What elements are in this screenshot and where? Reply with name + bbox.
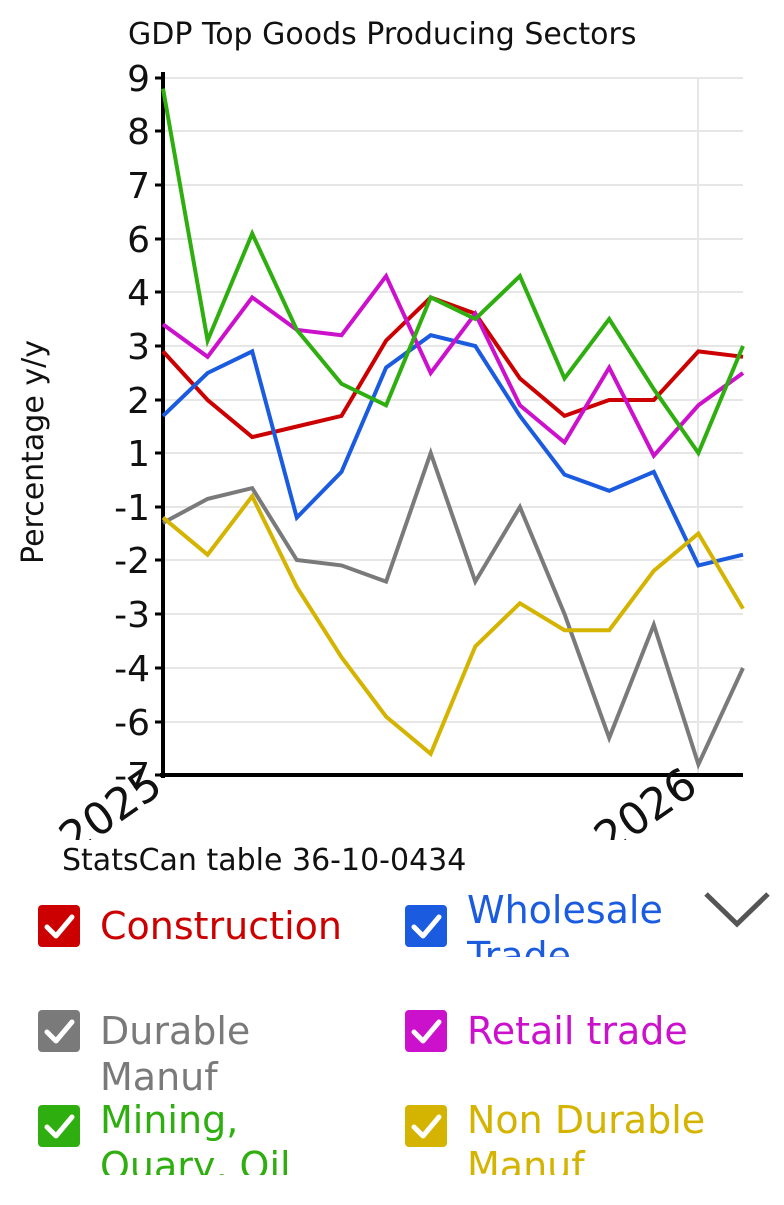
- legend-checkbox[interactable]: [405, 1105, 447, 1147]
- legend-item-durable-manuf[interactable]: Durable Manuf: [38, 1009, 368, 1110]
- y-tick-label: -4: [114, 649, 150, 690]
- y-tick-label: 8: [127, 112, 150, 153]
- x-tick-label: 2026: [585, 758, 706, 840]
- legend-checkbox[interactable]: [38, 905, 80, 947]
- y-tick-label: -7: [114, 756, 150, 797]
- axes: [160, 72, 743, 778]
- checkmark-icon: [44, 1114, 75, 1139]
- y-tick-label: 7: [127, 166, 150, 207]
- series-line-retail-trade: [161, 272, 745, 460]
- checkmark-icon: [411, 1019, 442, 1044]
- legend-label: Mining, Quary, Oil: [100, 1098, 291, 1175]
- y-tick-label: -6: [114, 703, 150, 744]
- y-tick-label: 1: [127, 434, 150, 475]
- series-line-construction: [161, 295, 744, 440]
- y-axis-ticks: 9 8 7 6 4 3 2 1 -1 -2 -3 -4 -6 -7: [114, 59, 163, 797]
- gridlines: [163, 77, 743, 775]
- y-tick-label: 4: [127, 273, 150, 314]
- y-tick-label: 3: [127, 327, 150, 368]
- legend-item-construction[interactable]: Construction: [38, 904, 368, 1005]
- line-chart: GDP Top Goods Producing Sectors 9 8 7 6 4 3 2 1…: [16, 17, 745, 840]
- legend-item-wholesale-trade[interactable]: Wholesale Trade: [405, 888, 705, 995]
- legend-checkbox[interactable]: [38, 1105, 80, 1147]
- y-tick-label: 6: [127, 220, 150, 261]
- source-caption: StatsCan table 36-10-0434: [62, 843, 467, 878]
- series-line-non-durable-manuf: [161, 492, 745, 758]
- checkmark-icon: [44, 914, 75, 939]
- legend-checkbox[interactable]: [38, 1010, 80, 1052]
- legend-item-non-durable-manuf[interactable]: Non Durable Manuf: [405, 1098, 705, 1205]
- legend-label: Non Durable Manuf: [467, 1098, 706, 1175]
- legend-label: Construction: [100, 904, 342, 948]
- y-tick-label: -3: [114, 595, 150, 636]
- y-tick-label: -1: [114, 488, 150, 529]
- chevron-down-icon: [704, 892, 770, 928]
- series-lines: [161, 88, 745, 770]
- checkmark-icon: [411, 1114, 442, 1139]
- legend-checkbox[interactable]: [405, 1010, 447, 1052]
- y-axis-label: Percentage y/y: [16, 340, 51, 564]
- y-tick-label: -2: [114, 541, 150, 582]
- legend-label: Wholesale Trade: [467, 888, 663, 957]
- series-line-mining-quary-oil: [161, 88, 745, 458]
- legend-label: Durable Manuf: [100, 1009, 251, 1099]
- legend-label: Retail trade: [467, 1009, 688, 1053]
- checkmark-icon: [44, 1019, 75, 1044]
- legend-checkbox[interactable]: [405, 905, 447, 947]
- x-axis-ticks: 2025 2026: [50, 758, 706, 840]
- collapse-legend-button[interactable]: [700, 884, 774, 934]
- x-tick-label: 2025: [50, 758, 171, 840]
- chart-title: GDP Top Goods Producing Sectors: [128, 17, 636, 52]
- checkmark-icon: [411, 914, 442, 939]
- series-line-durable-manuf: [162, 446, 745, 770]
- legend-item-retail-trade[interactable]: Retail trade: [405, 1009, 705, 1110]
- y-tick-label: 9: [127, 59, 150, 100]
- legend-item-mining-quary-oil[interactable]: Mining, Quary, Oil: [38, 1098, 368, 1205]
- y-tick-label: 2: [127, 381, 150, 422]
